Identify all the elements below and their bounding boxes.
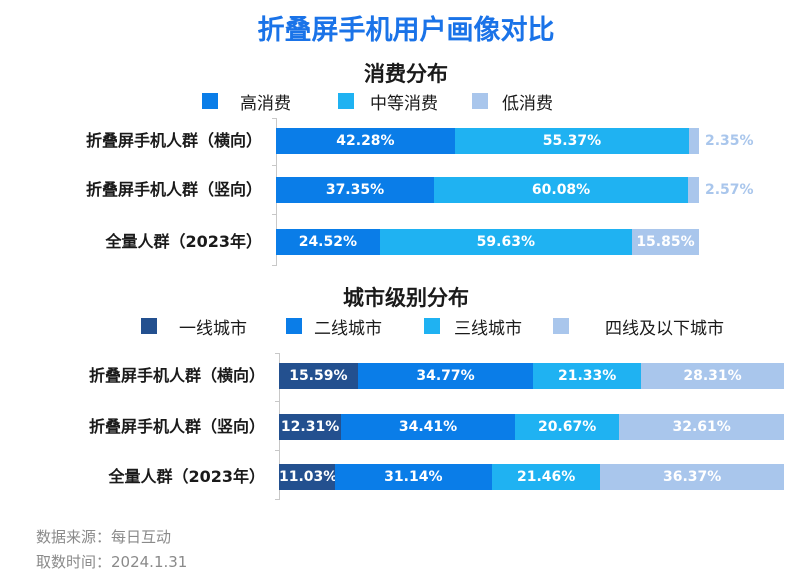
- legend-label-tier4: 四线及以下城市: [605, 318, 724, 339]
- city-data-label: 32.61%: [672, 419, 731, 435]
- city-data-label: 34.77%: [416, 368, 475, 384]
- consumption-bar-segment: [276, 177, 434, 203]
- city-bar-segment: [279, 363, 358, 389]
- city-data-label: 21.33%: [558, 368, 617, 384]
- city-bar-segment: [533, 363, 642, 389]
- consumption-category-label: 折叠屏手机人群（横向）: [85, 131, 262, 150]
- consumption-data-label: 15.85%: [636, 234, 695, 250]
- legend-label-medium: 中等消费: [370, 93, 438, 114]
- consumption-axis-tick: [272, 118, 276, 119]
- city-bar-segment: [491, 464, 601, 490]
- consumption-data-label: 2.57%: [705, 182, 754, 198]
- city-bar-segment: [619, 414, 784, 440]
- city-category-label: 全量人群（2023年）: [108, 467, 265, 486]
- legend-swatch-tier4: [553, 318, 569, 334]
- consumption-data-label: 2.35%: [705, 133, 754, 149]
- legend-item-tier3: 三线城市: [424, 314, 522, 339]
- consumption-data-label: 24.52%: [298, 234, 358, 250]
- city-axis-tick: [275, 499, 279, 500]
- consumption-data-label: 42.28%: [336, 133, 395, 149]
- city-bar-segment: [334, 464, 492, 490]
- city-bar-segment: [357, 363, 534, 389]
- consumption-bar-segment: [631, 229, 699, 255]
- legend-item-high: 高消费: [202, 89, 291, 114]
- consumption-bar-segment: [689, 128, 699, 154]
- city-category-label: 折叠屏手机人群（竖向）: [88, 417, 265, 436]
- legend-swatch-tier1: [141, 318, 157, 334]
- legend-swatch-medium: [338, 93, 354, 109]
- consumption-bar-segment: [276, 229, 380, 255]
- data-source: 数据来源：每日互动: [36, 528, 172, 546]
- consumption-bar-segment: [454, 128, 690, 154]
- city-axis-tick: [275, 450, 279, 451]
- consumption-data-label: 55.37%: [542, 133, 602, 149]
- consumption-axis-tick: [272, 214, 276, 215]
- city-data-label: 34.41%: [398, 419, 458, 435]
- city-bar-segment: [341, 414, 515, 440]
- legend-item-tier1: 一线城市: [141, 314, 247, 339]
- consumption-legend: 高消费 中等消费 低消费: [0, 89, 812, 114]
- consumption-category-label: 全量人群（2023年）: [105, 232, 262, 251]
- city-chart-title: 城市级别分布: [343, 286, 469, 310]
- legend-swatch-tier2: [286, 318, 302, 334]
- consumption-bar-segment: [433, 177, 689, 203]
- city-axis-tick: [275, 401, 279, 402]
- legend-item-tier2: 二线城市: [286, 314, 382, 339]
- legend-label-tier2: 二线城市: [314, 318, 382, 339]
- city-bar-segment: [279, 464, 335, 490]
- legend-label-tier3: 三线城市: [454, 318, 522, 339]
- city-data-label: 31.14%: [384, 469, 443, 485]
- city-bar-segment: [641, 363, 784, 389]
- page-title: 折叠屏手机用户画像对比: [257, 15, 555, 46]
- consumption-bar-segment: [276, 128, 455, 154]
- legend-label-tier1: 一线城市: [179, 318, 247, 339]
- city-axis-tick: [275, 353, 279, 354]
- city-bar-segment: [600, 464, 784, 490]
- city-data-label: 36.37%: [663, 469, 722, 485]
- consumption-axis-tick: [272, 165, 276, 166]
- consumption-bar-segment: [379, 229, 632, 255]
- legend-swatch-low: [472, 93, 488, 109]
- legend-item-medium: 中等消费: [338, 89, 438, 114]
- city-bar-segment: [514, 414, 620, 440]
- city-data-label: 21.46%: [516, 469, 576, 485]
- city-data-label: 11.03%: [279, 469, 338, 485]
- consumption-axis-tick: [272, 265, 276, 266]
- city-bar-segment: [279, 414, 342, 440]
- legend-swatch-high: [202, 93, 218, 109]
- consumption-data-label: 37.35%: [325, 182, 385, 198]
- consumption-data-label: 59.63%: [476, 234, 535, 250]
- consumption-bar-segment: [688, 177, 699, 203]
- legend-item-low: 低消费: [472, 89, 553, 114]
- city-data-label: 28.31%: [683, 368, 742, 384]
- legend-label-high: 高消费: [240, 93, 291, 114]
- city-data-label: 15.59%: [289, 368, 348, 384]
- city-data-label: 12.31%: [280, 419, 340, 435]
- legend-label-low: 低消费: [502, 93, 553, 114]
- consumption-data-label: 60.08%: [531, 182, 591, 198]
- consumption-chart-title: 消费分布: [364, 62, 448, 86]
- city-category-label: 折叠屏手机人群（横向）: [88, 366, 265, 385]
- consumption-category-label: 折叠屏手机人群（竖向）: [85, 180, 262, 199]
- legend-swatch-tier3: [424, 318, 440, 334]
- legend-item-tier4: 四线及以下城市: [553, 314, 724, 339]
- city-data-label: 20.67%: [537, 419, 597, 435]
- data-date: 取数时间：2024.1.31: [36, 553, 188, 571]
- city-legend: 一线城市 二线城市 三线城市 四线及以下城市: [0, 314, 812, 339]
